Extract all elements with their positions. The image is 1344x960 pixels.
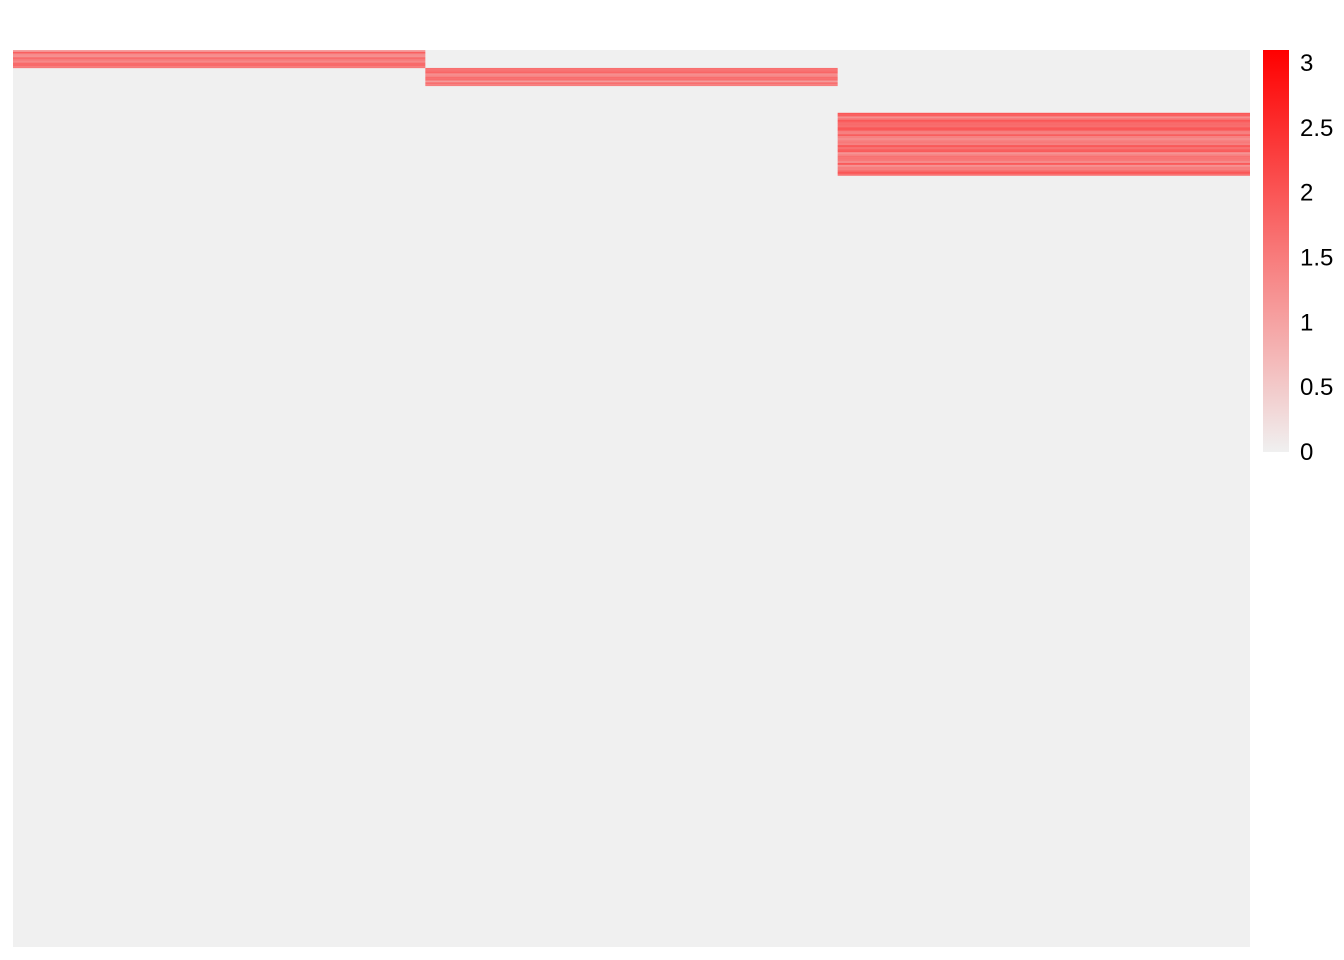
heatmap-cell [425,80,838,83]
heatmap-cell [837,152,1250,155]
heatmap-cell [837,127,1250,130]
legend-tick-label: 0.5 [1300,374,1333,401]
heatmap-cell [837,171,1250,174]
heatmap-cell [837,116,1250,119]
heatmap-cell [13,51,426,54]
heatmap-cell [425,71,838,74]
heatmap-block-column-2 [425,67,838,87]
heatmap-cell [13,57,426,60]
legend-color-bar [1263,50,1289,452]
heatmap-cell [425,69,838,72]
heatmap-cell [13,55,426,58]
heatmap-cell [837,145,1250,148]
heatmap-cell [837,134,1250,137]
heatmap-cell [837,150,1250,153]
heatmap-cell [837,163,1250,166]
color-legend: 0 0.5 1 1.5 2 2.5 3 [1263,50,1333,466]
heatmap-cell [837,121,1250,124]
legend-tick-label: 1.5 [1300,245,1333,272]
heatmap-cell [837,128,1250,131]
heatmap-cell [837,130,1250,133]
legend-tick-label: 2 [1300,180,1313,207]
heatmap-body [13,50,1250,947]
heatmap-cell [425,84,838,87]
heatmap-cell [837,166,1250,169]
legend-tick-label: 0 [1300,439,1313,466]
heatmap-cell [837,148,1250,151]
legend-tick-label: 3 [1300,50,1313,77]
heatmap-cell [425,82,838,85]
heatmap-cell [837,123,1250,126]
heatmap-cell [837,112,1250,115]
heatmap-cell [837,154,1250,157]
heatmap-cell [837,139,1250,142]
heatmap-background [13,50,1250,947]
legend-tick-label: 1 [1300,309,1313,336]
heatmap-cell [13,60,426,63]
heatmap-cell [837,114,1250,117]
heatmap-cell [425,73,838,76]
heatmap-cell [837,170,1250,173]
heatmap-cell [13,64,426,67]
heatmap-cell [425,67,838,70]
heatmap-cell [837,168,1250,171]
heatmap-cell [13,62,426,65]
heatmap-cell [837,173,1250,176]
legend-tick-labels: 0 0.5 1 1.5 2 2.5 3 [1300,50,1333,466]
heatmap-cell [13,66,426,69]
heatmap-cell [425,75,838,78]
heatmap-cell [837,143,1250,146]
heatmap-cell [837,141,1250,144]
heatmap-cell [13,58,426,61]
heatmap-cell [837,118,1250,121]
heatmap-cell [837,132,1250,135]
heatmap-block-column-3 [837,112,1250,176]
heatmap-block-column-1 [13,50,426,69]
heatmap-cell [837,137,1250,140]
heatmap-cell [837,146,1250,149]
heatmap-cell [837,155,1250,158]
heatmap-cell [837,164,1250,167]
heatmap-cell [837,119,1250,122]
heatmap-cell [837,136,1250,139]
heatmap-cell [425,78,838,81]
heatmap-cell [837,125,1250,128]
heatmap-cell [837,157,1250,160]
heatmap-cell [13,50,426,52]
heatmap-cell [13,53,426,56]
heatmap-cell [425,76,838,79]
legend-tick-label: 2.5 [1300,115,1333,142]
heatmap-cell [837,159,1250,162]
heatmap-cell [837,161,1250,164]
